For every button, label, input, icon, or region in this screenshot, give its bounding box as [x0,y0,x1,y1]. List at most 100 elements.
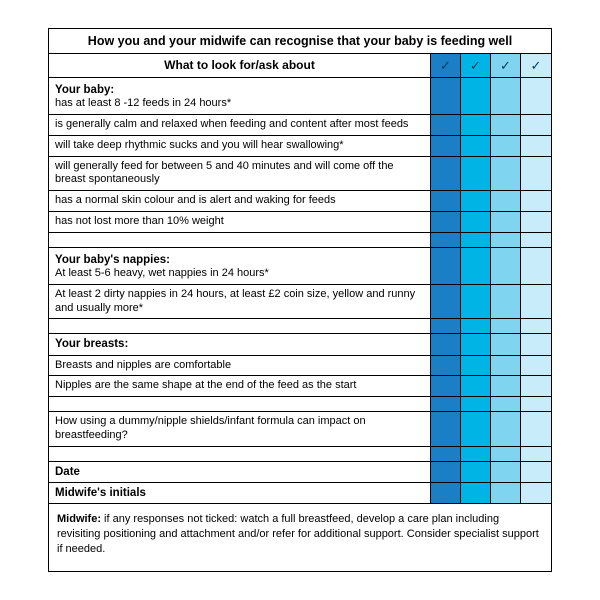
breasts-heading: Your breasts: [49,334,431,354]
row-label: How using a dummy/nipple shields/infant … [49,412,431,446]
check[interactable] [521,212,551,232]
check[interactable] [461,78,491,114]
date-field[interactable] [461,462,491,482]
check[interactable] [521,136,551,156]
tick-header-1: ✓ [431,54,461,77]
table-row: At least 2 dirty nappies in 24 hours, at… [49,285,551,320]
tick-header-4: ✓ [521,54,551,77]
check[interactable] [521,356,551,376]
check[interactable] [521,412,551,446]
footer-bold: Midwife: [57,513,101,525]
baby-heading: Your baby: [55,83,424,97]
breasts-heading-row: Your breasts: [49,334,551,355]
check[interactable] [521,78,551,114]
check[interactable] [431,136,461,156]
check [521,397,551,411]
check[interactable] [461,285,491,319]
check[interactable] [521,285,551,319]
check[interactable] [461,248,491,284]
table-row: has not lost more than 10% weight [49,212,551,233]
check[interactable] [521,376,551,396]
check [461,319,491,333]
footer-text: if any responses not ticked: watch a ful… [57,513,539,555]
initials-field[interactable] [491,483,521,503]
check[interactable] [461,212,491,232]
spacer [49,233,431,247]
footer-note: Midwife: if any responses not ticked: wa… [49,504,551,571]
check [491,233,521,247]
check[interactable] [491,248,521,284]
check [521,447,551,461]
check[interactable] [491,376,521,396]
check [521,319,551,333]
date-label: Date [49,462,431,482]
checklist-sheet: How you and your midwife can recognise t… [48,28,552,572]
date-field[interactable] [491,462,521,482]
row-label: Nipples are the same shape at the end of… [49,376,431,396]
check[interactable] [521,191,551,211]
check[interactable] [461,376,491,396]
initials-label: Midwife's initials [49,483,431,503]
check[interactable] [521,157,551,191]
check[interactable] [491,212,521,232]
check [431,397,461,411]
check [461,397,491,411]
check[interactable] [461,412,491,446]
check[interactable] [431,212,461,232]
check[interactable] [521,248,551,284]
baby-first-label: Your baby: has at least 8 -12 feeds in 2… [49,78,431,114]
spacer-row [49,397,551,412]
check[interactable] [491,157,521,191]
check [491,334,521,354]
nappies-heading: Your baby's nappies: [55,253,424,267]
table-row: has a normal skin colour and is alert an… [49,191,551,212]
check[interactable] [431,157,461,191]
date-row: Date [49,462,551,483]
tick-header-3: ✓ [491,54,521,77]
check [491,319,521,333]
spacer-row [49,447,551,462]
check[interactable] [491,412,521,446]
sheet-title: How you and your midwife can recognise t… [49,29,551,54]
check[interactable] [431,376,461,396]
check[interactable] [431,115,461,135]
table-row: is generally calm and relaxed when feedi… [49,115,551,136]
check[interactable] [431,78,461,114]
spacer-row [49,233,551,248]
check[interactable] [461,191,491,211]
check[interactable] [431,191,461,211]
tick-header-2: ✓ [461,54,491,77]
check[interactable] [491,285,521,319]
check[interactable] [431,412,461,446]
check[interactable] [431,356,461,376]
row-label: Breasts and nipples are comfortable [49,356,431,376]
check[interactable] [461,356,491,376]
initials-field[interactable] [521,483,551,503]
check[interactable] [521,115,551,135]
check[interactable] [491,136,521,156]
check[interactable] [431,248,461,284]
check [461,447,491,461]
impact-row: How using a dummy/nipple shields/infant … [49,412,551,447]
check[interactable] [431,285,461,319]
initials-field[interactable] [431,483,461,503]
date-field[interactable] [431,462,461,482]
check[interactable] [461,157,491,191]
table-row: Breasts and nipples are comfortable [49,356,551,377]
check[interactable] [491,78,521,114]
nappies-first-text: At least 5-6 heavy, wet nappies in 24 ho… [55,267,269,279]
check[interactable] [461,115,491,135]
row-label: has a normal skin colour and is alert an… [49,191,431,211]
check[interactable] [491,356,521,376]
row-label: At least 2 dirty nappies in 24 hours, at… [49,285,431,319]
check[interactable] [491,191,521,211]
initials-field[interactable] [461,483,491,503]
check [521,233,551,247]
check [491,397,521,411]
check[interactable] [461,136,491,156]
baby-first-text: has at least 8 -12 feeds in 24 hours* [55,97,231,109]
check [431,319,461,333]
check[interactable] [491,115,521,135]
nappies-first-label: Your baby's nappies: At least 5-6 heavy,… [49,248,431,284]
date-field[interactable] [521,462,551,482]
